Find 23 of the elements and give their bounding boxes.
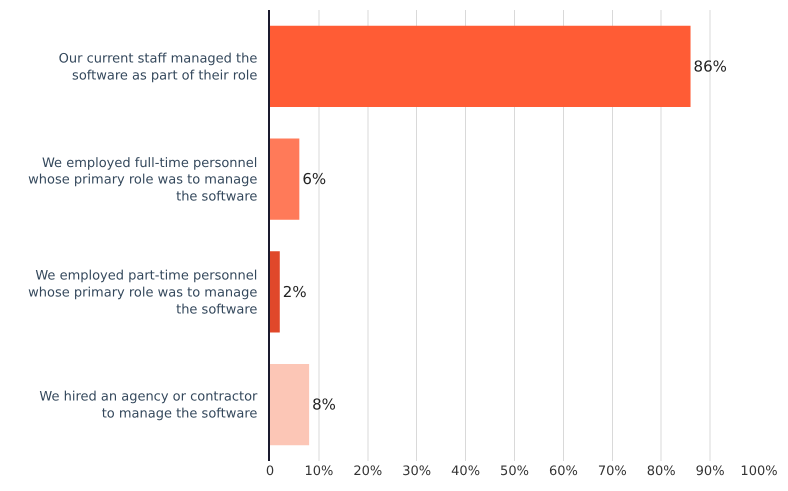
x-tick-label: 80% [646,464,676,479]
x-tick-label: 30% [402,464,432,479]
bar [270,26,691,107]
x-tick-label: 50% [500,464,529,479]
data-label: 2% [282,282,307,301]
y-tick-label: We hired an agency or contractor to manage the software [39,390,258,422]
bar [270,138,300,220]
y-tick-label: Our current staff managed the software as part of their role [58,51,258,84]
bar [270,251,280,332]
y-tick-label: We employed full-time personnel whose primary role was to manage the software [28,156,258,205]
x-tick-label: 10% [304,464,334,479]
x-tick-label: 40% [451,464,480,479]
x-tick-label: 70% [598,464,627,479]
y-tick-label: We employed part-time personnel whose primary role was to manage the software [28,268,258,318]
x-tick-label: 100% [740,464,778,479]
data-label: 86% [694,57,727,76]
data-label: 8% [312,396,336,414]
x-tick-label: 0 [266,464,274,479]
bar [270,364,310,446]
x-tick-label: 60% [548,464,578,479]
x-tick-label: 20% [353,464,382,479]
data-label: 6% [302,170,326,188]
x-tick-label: 90% [696,464,725,479]
